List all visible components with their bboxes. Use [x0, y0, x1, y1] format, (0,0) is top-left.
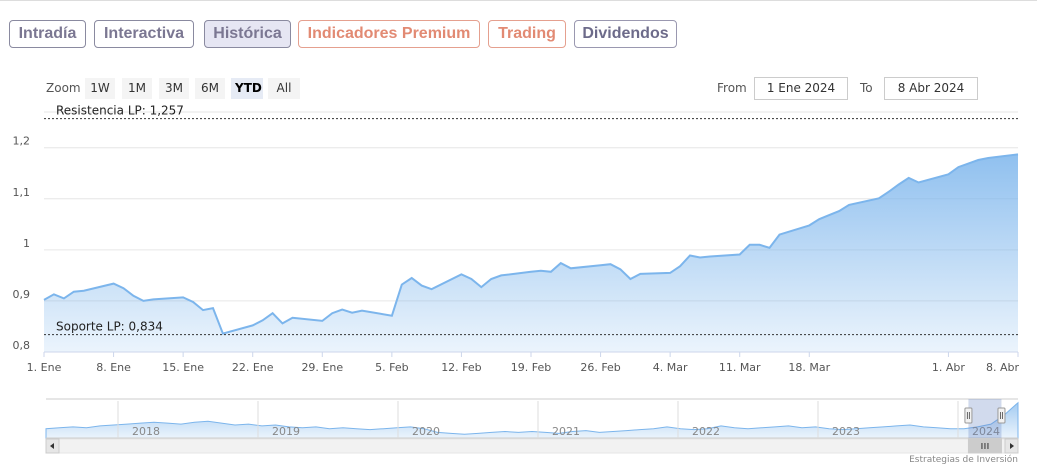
scrollbar-right-button[interactable]: [1004, 438, 1019, 454]
x-tick-label: 8. Ene: [96, 361, 131, 374]
scrollbar-left-button[interactable]: [45, 438, 60, 454]
zoom-all-button[interactable]: All: [268, 78, 300, 99]
y-tick-label: 0,9: [13, 288, 31, 301]
y-tick-label: 1,2: [13, 135, 31, 148]
to-label: To: [860, 81, 873, 95]
x-tick-label: 1. Abr: [932, 361, 965, 374]
x-tick-label: 22. Ene: [232, 361, 274, 374]
navigator-left-handle[interactable]: [964, 407, 973, 424]
zoom-ytd-button[interactable]: YTD: [231, 78, 263, 99]
series-area-fill: [44, 154, 1018, 352]
navigator-year-label: 2023: [832, 425, 860, 438]
credits-text: Estrategias de Inversión: [909, 455, 1018, 465]
support-label: Soporte LP: 0,834: [56, 320, 163, 334]
zoom-label: Zoom: [46, 81, 81, 95]
scroll-left-arrow-icon: [50, 443, 54, 449]
y-tick-label: 1,1: [13, 186, 31, 199]
from-date-input[interactable]: 1 Ene 2024: [754, 77, 848, 100]
tab-trading[interactable]: Trading: [488, 20, 566, 48]
x-tick-label: 26. Feb: [580, 361, 620, 374]
zoom-3m-button[interactable]: 3M: [159, 78, 189, 99]
tab-dividendos[interactable]: Dividendos: [574, 20, 677, 48]
area-series: [43, 153, 1019, 352]
x-tick-label: 18. Mar: [788, 361, 830, 374]
y-axis-labels: 0,8 0,9 1 1,1 1,2: [13, 135, 31, 352]
x-tick-label: 4. Mar: [653, 361, 688, 374]
scroll-right-arrow-icon: [1010, 443, 1014, 449]
x-tick-label: 29. Ene: [301, 361, 343, 374]
tab-interactiva[interactable]: Interactiva: [94, 20, 194, 48]
navigator-right-handle[interactable]: [997, 407, 1006, 424]
scrollbar-thumb[interactable]: [967, 438, 1002, 454]
x-tick-label: 5. Feb: [375, 361, 408, 374]
navigator-series: [45, 401, 1019, 439]
zoom-1m-button[interactable]: 1M: [122, 78, 152, 99]
plot-lines: Resistencia LP: 1,257 Soporte LP: 0,834: [44, 104, 1018, 336]
from-label: From: [717, 81, 747, 95]
zoom-6m-button[interactable]: 6M: [195, 78, 225, 99]
x-axis-labels: 1. Ene 8. Ene 15. Ene 22. Ene 29. Ene 5. Feb 1…: [27, 351, 1019, 374]
navigator-year-label: 2018: [132, 425, 160, 438]
tab-historica[interactable]: Histórica: [204, 20, 291, 48]
x-tick-label: 8. Abr: [986, 361, 1019, 374]
x-tick-label: 15. Ene: [162, 361, 204, 374]
x-tick-label: 11. Mar: [719, 361, 761, 374]
tab-indicadores-premium[interactable]: Indicadores Premium: [298, 20, 480, 48]
to-date-input[interactable]: 8 Abr 2024: [884, 77, 978, 100]
navigator-year-label: 2020: [412, 425, 440, 438]
navigator-year-label: 2021: [552, 425, 580, 438]
x-tick-label: 19. Feb: [511, 361, 551, 374]
series-line: [43, 153, 1019, 335]
navigator-year-label: 2024: [972, 425, 1000, 438]
navigator[interactable]: 2018 2019 2020 2021 2022 2023 2024: [45, 398, 1019, 454]
y-tick-label: 1: [23, 237, 30, 250]
scrollbar-track[interactable]: [45, 438, 1019, 454]
navigator-selection[interactable]: [968, 399, 1002, 438]
zoom-1w-button[interactable]: 1W: [85, 78, 115, 99]
x-tick-label: 1. Ene: [27, 361, 62, 374]
x-tick-label: 12. Feb: [441, 361, 481, 374]
resistance-label: Resistencia LP: 1,257: [56, 104, 184, 118]
top-divider: [0, 0, 1037, 1]
y-tick-label: 0,8: [13, 339, 31, 352]
navigator-year-label: 2019: [272, 425, 300, 438]
navigator-year-label: 2022: [692, 425, 720, 438]
grid-lines: [44, 147, 1018, 353]
tab-intradia[interactable]: Intradía: [9, 20, 86, 48]
